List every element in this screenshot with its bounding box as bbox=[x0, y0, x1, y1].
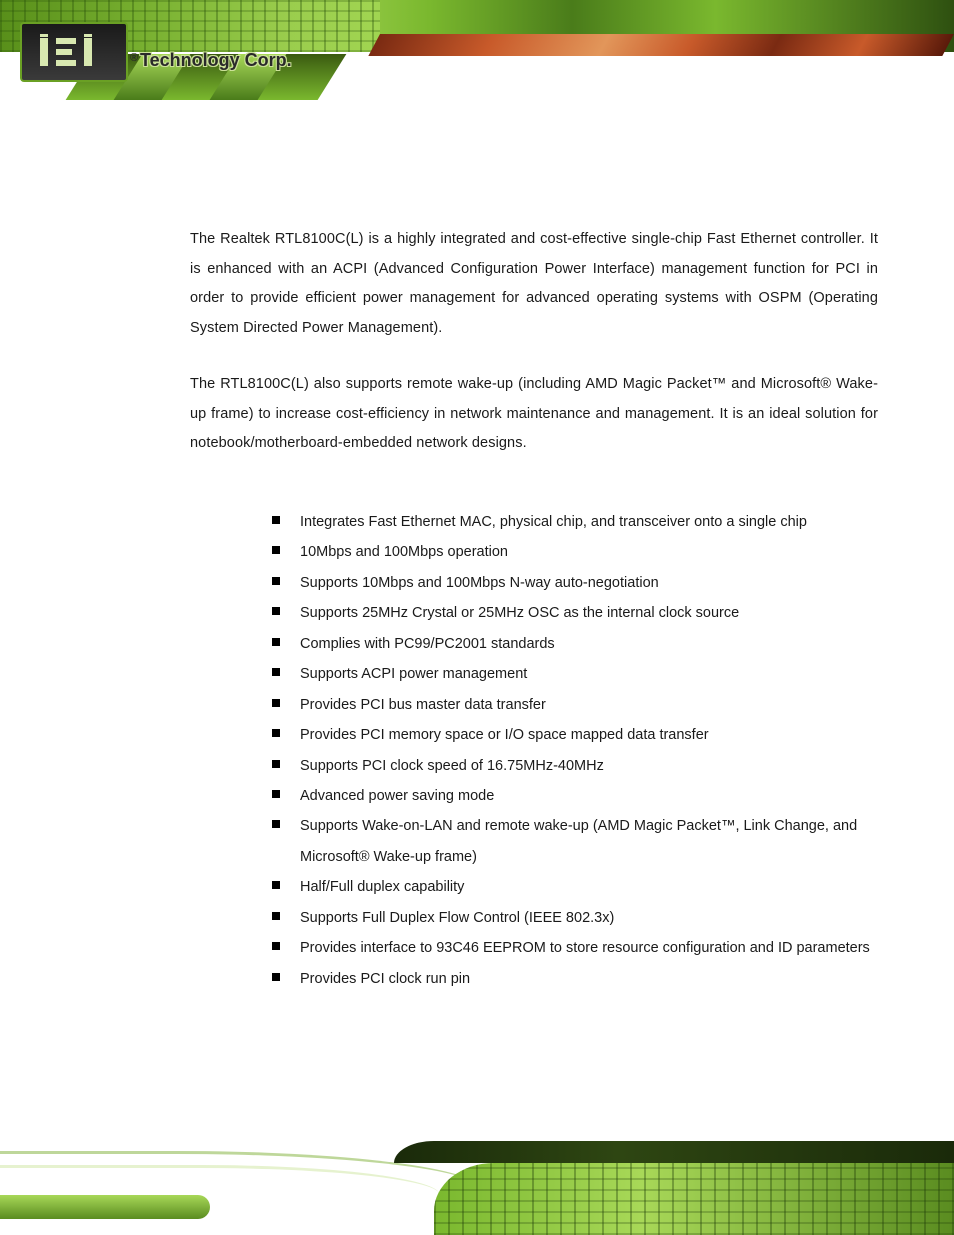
footer-dark-band bbox=[394, 1141, 954, 1163]
footer-left-bar bbox=[0, 1195, 210, 1219]
footer-pcb-texture bbox=[434, 1163, 954, 1235]
list-item: Supports PCI clock speed of 16.75MHz-40M… bbox=[272, 751, 878, 781]
list-item: Integrates Fast Ethernet MAC, physical c… bbox=[272, 507, 878, 537]
iei-logo-icon bbox=[34, 34, 114, 70]
list-item: Supports 25MHz Crystal or 25MHz OSC as t… bbox=[272, 598, 878, 628]
brand-logo bbox=[20, 22, 128, 82]
list-item: Provides interface to 93C46 EEPROM to st… bbox=[272, 933, 878, 963]
list-item: Supports Full Duplex Flow Control (IEEE … bbox=[272, 903, 878, 933]
list-item: Advanced power saving mode bbox=[272, 781, 878, 811]
list-item: Provides PCI clock run pin bbox=[272, 964, 878, 994]
list-item: Complies with PC99/PC2001 standards bbox=[272, 629, 878, 659]
header-orange-strip bbox=[368, 34, 954, 56]
list-item: Supports ACPI power management bbox=[272, 659, 878, 689]
intro-paragraph-1: The Realtek RTL8100C(L) is a highly inte… bbox=[190, 225, 878, 344]
brand-text: Technology Corp. bbox=[140, 50, 292, 71]
page-footer bbox=[0, 1115, 954, 1235]
list-item: Supports 10Mbps and 100Mbps N-way auto-n… bbox=[272, 568, 878, 598]
page-content: The Realtek RTL8100C(L) is a highly inte… bbox=[190, 225, 878, 994]
list-item: Supports Wake-on-LAN and remote wake-up … bbox=[272, 811, 878, 872]
list-item: Provides PCI memory space or I/O space m… bbox=[272, 720, 878, 750]
feature-list: Integrates Fast Ethernet MAC, physical c… bbox=[272, 507, 878, 994]
list-item: 10Mbps and 100Mbps operation bbox=[272, 537, 878, 567]
page-header: ® Technology Corp. bbox=[0, 0, 954, 120]
registered-mark: ® bbox=[130, 52, 138, 64]
intro-paragraph-2: The RTL8100C(L) also supports remote wak… bbox=[190, 370, 878, 459]
list-item: Half/Full duplex capability bbox=[272, 872, 878, 902]
list-item: Provides PCI bus master data transfer bbox=[272, 690, 878, 720]
